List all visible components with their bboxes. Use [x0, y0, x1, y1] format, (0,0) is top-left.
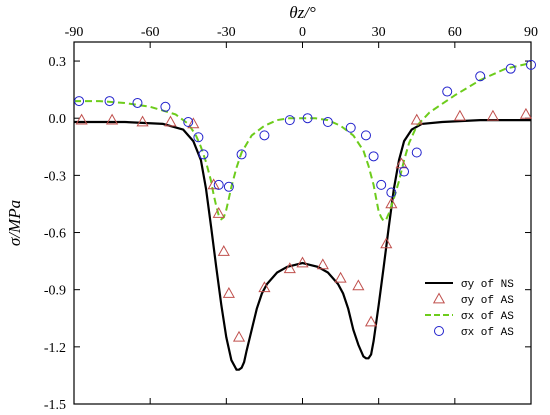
legend-circle — [434, 326, 444, 336]
y-tick-label: 0.0 — [49, 112, 67, 127]
series-1-point — [164, 115, 177, 127]
series-3-point — [376, 179, 387, 190]
series-3-point — [284, 115, 295, 126]
x-tick-label: 90 — [524, 25, 538, 40]
axis-ticks: -90 -60 -30 0 30 60 90 0.3 0.0 -0.3 -0.6 -0.9 -1.2 -1… — [44, 25, 538, 413]
series-3-point — [160, 101, 171, 112]
series-1-point — [283, 262, 296, 274]
series-1-point — [136, 115, 149, 127]
legend-symbol-1 — [432, 292, 446, 304]
series-layer — [74, 59, 536, 371]
x-tick-label: 30 — [372, 25, 386, 40]
y-tick-label: -0.3 — [44, 169, 66, 184]
series-3-point — [399, 166, 410, 177]
series-1-point — [187, 117, 200, 129]
series-3-point — [259, 130, 270, 141]
x-tick-label: -30 — [217, 25, 236, 40]
y-tick-label: -1.5 — [44, 398, 66, 413]
series-1-point — [207, 178, 220, 190]
series-1-point — [232, 330, 246, 342]
series-1-point — [380, 237, 393, 249]
series-3-point — [236, 149, 247, 160]
x-axis-title: θz/° — [289, 3, 316, 22]
x-tick-label: 0 — [299, 25, 306, 40]
series-3-point — [368, 151, 379, 162]
series-1-point — [258, 281, 271, 293]
legend-label-3: σx of AS — [461, 327, 514, 339]
y-tick-label: -0.6 — [44, 227, 66, 242]
y-axis-title: σ/MPa — [5, 200, 24, 246]
legend: σy of NS σy of AS σx of AS σx of AS — [425, 279, 514, 339]
series-1-point — [364, 315, 378, 327]
y-tick-label: 0.3 — [49, 55, 67, 70]
series-3-point — [386, 187, 397, 198]
series-1-point — [486, 109, 499, 121]
series-line-2 — [74, 62, 532, 223]
series-1-point — [334, 271, 347, 283]
legend-symbol-3 — [434, 326, 444, 336]
legend-triangle — [432, 292, 446, 304]
legend-label-2: σx of AS — [461, 311, 514, 323]
series-3-point — [360, 130, 371, 141]
series-3-point — [442, 86, 453, 97]
series-3-point — [193, 132, 204, 143]
series-1-point — [106, 113, 119, 125]
series-1-point — [296, 256, 309, 268]
series-3-point — [74, 96, 85, 107]
series-1-point — [385, 197, 398, 209]
series-3-point — [213, 179, 224, 190]
x-tick-label: 60 — [448, 25, 462, 40]
x-tick-label: -60 — [141, 25, 160, 40]
series-1-point — [217, 245, 230, 256]
series-1-point — [352, 279, 365, 291]
y-tick-label: -1.2 — [44, 341, 66, 356]
legend-label-1: σy of AS — [461, 295, 514, 307]
series-3-point — [475, 71, 486, 82]
series-3-point — [505, 63, 516, 74]
series-3-point — [345, 122, 356, 133]
series-3-point — [411, 147, 422, 158]
series-3-point — [104, 96, 115, 107]
x-axis-title-group: θz/° — [289, 3, 316, 22]
series-1-point — [212, 206, 225, 218]
series-3-point — [302, 113, 313, 124]
series-1-point — [75, 113, 88, 125]
series-3-point — [526, 59, 536, 70]
plot-frame — [73, 41, 532, 405]
series-1-point — [316, 258, 329, 270]
series-line-0 — [74, 119, 531, 371]
x-tick-label: -90 — [65, 25, 84, 40]
series-3-point — [198, 149, 209, 160]
legend-label-0: σy of NS — [461, 279, 514, 291]
series-3-point — [183, 117, 194, 128]
series-1-point — [453, 109, 466, 121]
series-1-point — [222, 286, 235, 298]
series-3-point — [322, 117, 333, 128]
series-1-point — [410, 113, 423, 125]
series-3-point — [223, 181, 234, 192]
series-1-point — [519, 107, 532, 119]
series-3-point — [132, 97, 143, 108]
y-axis-title-group: σ/MPa — [5, 200, 24, 246]
y-tick-label: -0.9 — [44, 284, 66, 299]
